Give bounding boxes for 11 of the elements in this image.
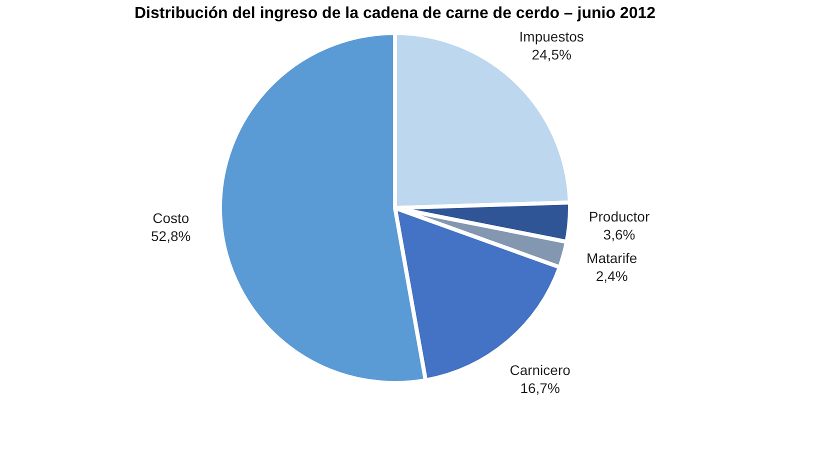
data-label: 3,6% [603,226,636,242]
slice-label: Carnicero [510,362,571,378]
data-label: 24,5% [532,46,572,62]
slice-label: Matarife [586,250,638,266]
slice-label: Impuestos [519,28,584,44]
chart-title: Distribución del ingreso de la cadena de carne de cerdo – junio 2012 [134,5,656,22]
data-label: 16,7% [520,380,560,396]
slice-label: Costo [152,210,190,226]
data-label: 2,4% [596,268,628,284]
slice-label: Productor [588,208,650,224]
data-label: 52,8% [151,228,191,244]
